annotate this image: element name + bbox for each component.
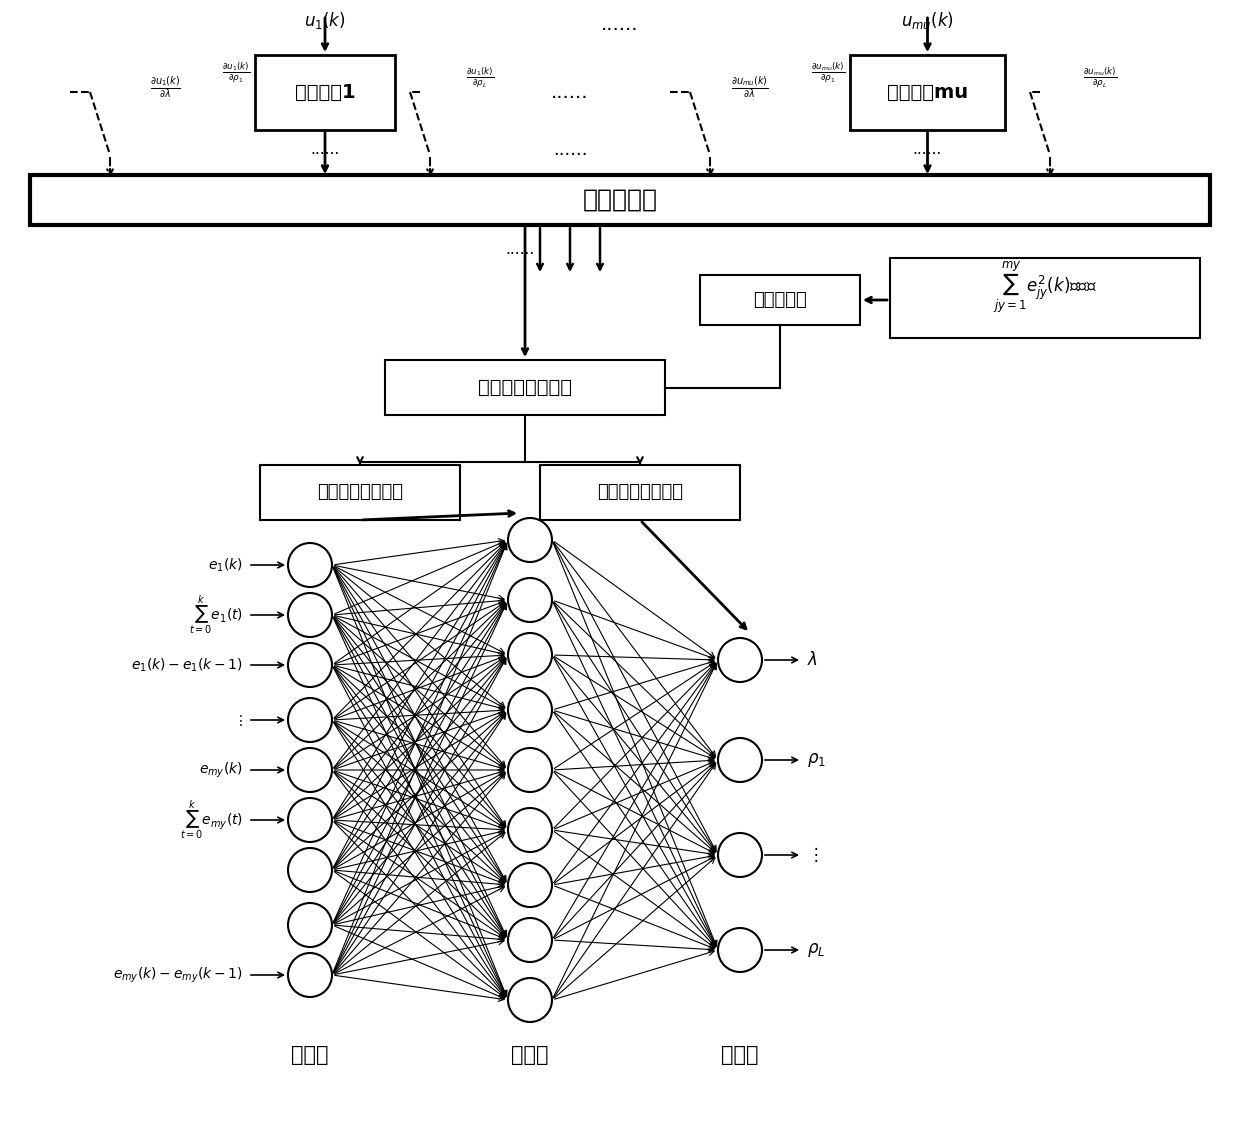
Bar [384, 360, 665, 415]
Bar [539, 465, 740, 520]
Circle shape [508, 687, 552, 732]
Text: $\vdots$: $\vdots$ [233, 713, 243, 727]
Circle shape [718, 638, 763, 682]
Text: $e_1(k)$: $e_1(k)$ [208, 556, 243, 573]
Text: $\frac{\partial u_{mu}(k)}{\partial \rho_L}$: $\frac{\partial u_{mu}(k)}{\partial \rho… [1083, 65, 1117, 90]
Text: 梯度信息1: 梯度信息1 [295, 83, 356, 102]
Text: ......: ...... [601, 16, 639, 34]
Circle shape [288, 748, 332, 793]
Circle shape [718, 738, 763, 782]
Circle shape [508, 518, 552, 562]
Text: $\frac{\partial u_1(k)}{\partial \rho_1}$: $\frac{\partial u_1(k)}{\partial \rho_1}… [222, 61, 250, 85]
Circle shape [508, 918, 552, 962]
Text: ......: ...... [553, 140, 588, 159]
Circle shape [718, 833, 763, 877]
Text: $u_1(k)$: $u_1(k)$ [304, 10, 346, 31]
Text: 隐含层: 隐含层 [511, 1045, 549, 1065]
Text: $\frac{\partial u_{mu}(k)}{\partial \lambda}$: $\frac{\partial u_{mu}(k)}{\partial \lam… [732, 74, 769, 100]
Bar [255, 55, 396, 130]
Text: $\lambda$: $\lambda$ [807, 651, 818, 669]
Circle shape [508, 809, 552, 852]
Circle shape [508, 578, 552, 622]
Text: $\sum_{t=0}^{k}e_1(t)$: $\sum_{t=0}^{k}e_1(t)$ [188, 594, 243, 636]
Text: $e_{my}(k)$: $e_{my}(k)$ [200, 761, 243, 780]
Bar [890, 258, 1200, 338]
Text: ......: ...... [913, 143, 942, 158]
Text: $\frac{\partial u_{mu}(k)}{\partial \rho_1}$: $\frac{\partial u_{mu}(k)}{\partial \rho… [811, 61, 844, 85]
Text: 输出层: 输出层 [722, 1045, 759, 1065]
Text: $\frac{\partial u_1(k)}{\partial \lambda}$: $\frac{\partial u_1(k)}{\partial \lambda… [150, 74, 181, 100]
Text: $\sum_{jy=1}^{my} e_{jy}^2(k)$最小化: $\sum_{jy=1}^{my} e_{jy}^2(k)$最小化 [993, 260, 1097, 316]
Bar [260, 465, 460, 520]
Circle shape [288, 698, 332, 742]
Circle shape [508, 748, 552, 793]
Bar [849, 55, 1004, 130]
Text: $e_{my}(k)-e_{my}(k-1)$: $e_{my}(k)-e_{my}(k-1)$ [113, 965, 243, 984]
Text: $\vdots$: $\vdots$ [807, 845, 818, 864]
Text: 输入层: 输入层 [291, 1045, 329, 1065]
Bar [701, 275, 861, 325]
Text: 系统误差反向传播: 系统误差反向传播 [477, 378, 572, 397]
Circle shape [508, 978, 552, 1022]
Text: $\frac{\partial u_1(k)}{\partial \rho_L}$: $\frac{\partial u_1(k)}{\partial \rho_L}… [466, 65, 494, 90]
Text: 梯度下陆法: 梯度下陆法 [753, 291, 807, 309]
Text: ......: ...... [310, 143, 340, 158]
Circle shape [288, 849, 332, 892]
Circle shape [288, 542, 332, 587]
Text: $u_{mu}(k)$: $u_{mu}(k)$ [901, 10, 954, 31]
Circle shape [508, 633, 552, 677]
Bar [30, 175, 1210, 225]
Text: 更新输出层权系数: 更新输出层权系数 [596, 483, 683, 501]
Text: 梯度信息mu: 梯度信息mu [887, 83, 968, 102]
Circle shape [288, 954, 332, 997]
Text: ......: ...... [506, 242, 534, 257]
Text: 更新隐含层权系数: 更新隐含层权系数 [317, 483, 403, 501]
Circle shape [288, 593, 332, 637]
Text: $\sum_{t=0}^{k}e_{my}(t)$: $\sum_{t=0}^{k}e_{my}(t)$ [180, 798, 243, 842]
Text: $\rho_1$: $\rho_1$ [807, 751, 826, 769]
Circle shape [288, 798, 332, 842]
Circle shape [288, 903, 332, 947]
Text: $e_1(k)-e_1(k-1)$: $e_1(k)-e_1(k-1)$ [131, 657, 243, 674]
Circle shape [288, 643, 332, 687]
Text: ......: ...... [552, 82, 589, 102]
Circle shape [508, 863, 552, 907]
Text: $\rho_L$: $\rho_L$ [807, 941, 826, 959]
Circle shape [718, 928, 763, 972]
Text: 梯度信息集: 梯度信息集 [583, 188, 657, 212]
